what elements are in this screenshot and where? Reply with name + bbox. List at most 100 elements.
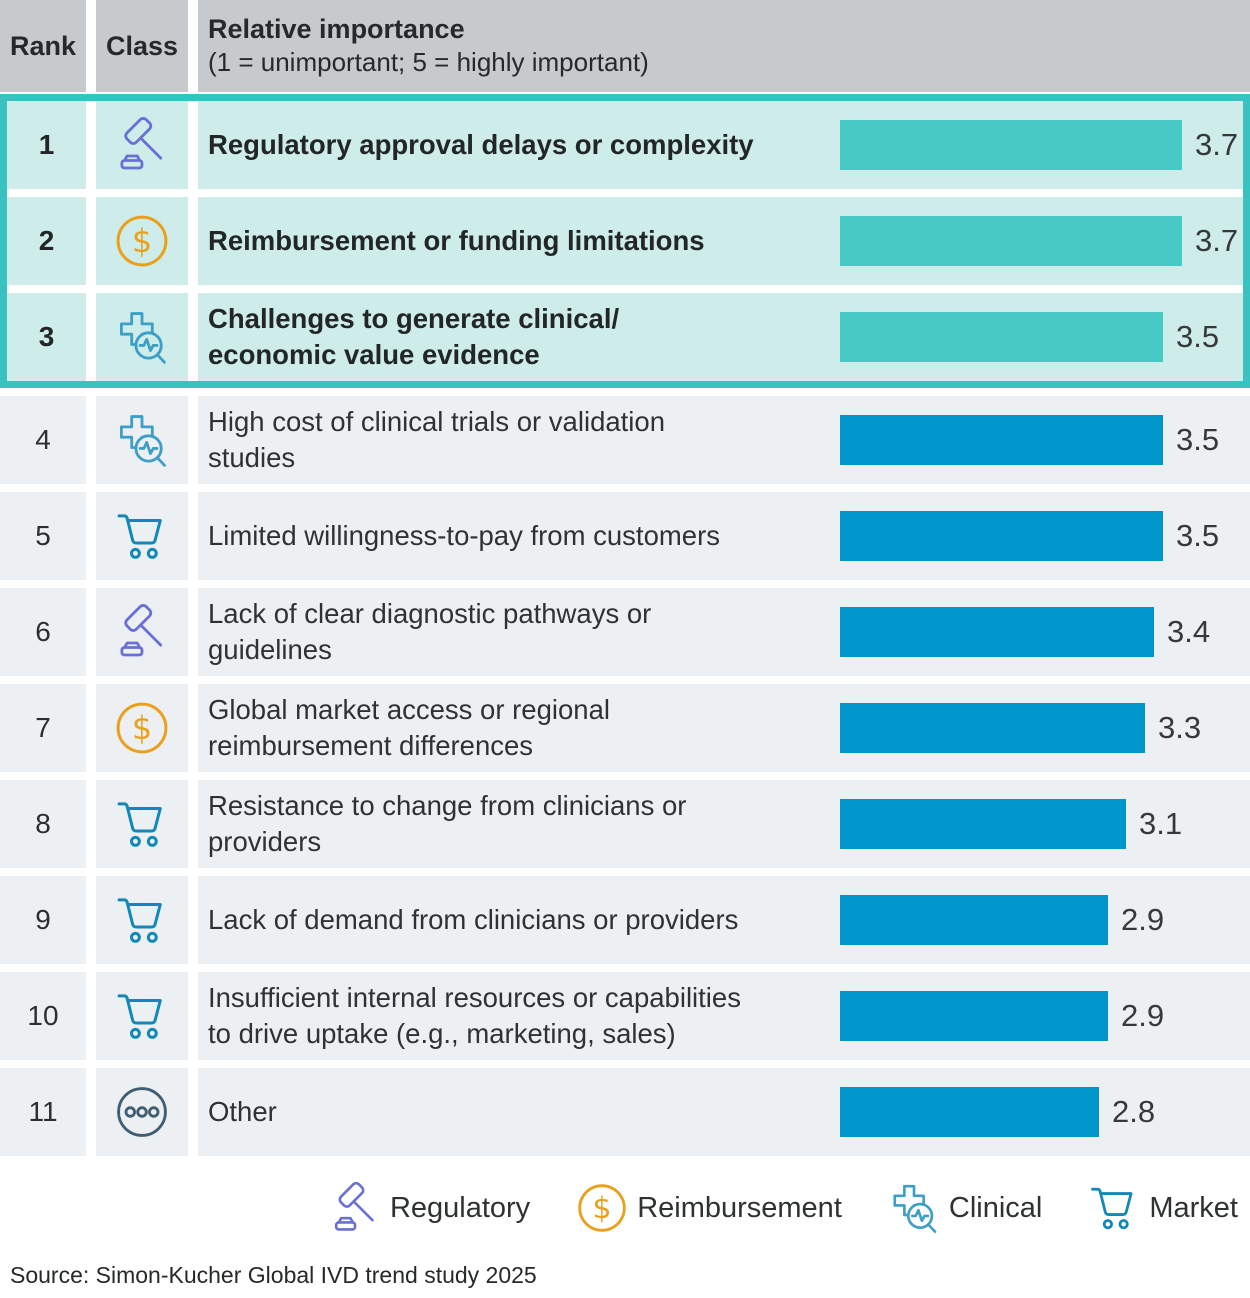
importance-bar bbox=[840, 511, 1163, 561]
rank-cell: 2 bbox=[7, 197, 86, 285]
challenge-cell: Lack of clear diagnostic pathways or gui… bbox=[198, 588, 1250, 676]
challenge-cell: Challenges to generate clinical/ economi… bbox=[198, 293, 1243, 381]
shopping-cart-icon bbox=[1091, 1187, 1133, 1230]
table-row: 2 $ Reimbursement or funding limitations… bbox=[7, 197, 1243, 285]
rank-cell: 10 bbox=[0, 972, 86, 1060]
challenge-label: High cost of clinical trials or validati… bbox=[208, 405, 665, 473]
remaining-rows: 4 High cost of clinical trials or valida… bbox=[0, 396, 1250, 1156]
class-cell bbox=[96, 293, 188, 381]
class-cell: $ bbox=[96, 684, 188, 772]
rank-cell: 9 bbox=[0, 876, 86, 964]
rank-cell: 8 bbox=[0, 780, 86, 868]
importance-bar bbox=[840, 415, 1163, 465]
shopping-cart-icon bbox=[117, 802, 162, 847]
importance-bar bbox=[840, 312, 1163, 362]
challenge-label: Other bbox=[208, 1095, 277, 1127]
challenge-cell: Reimbursement or funding limitations 3.7 bbox=[198, 197, 1243, 285]
rank-column-header: Rank bbox=[0, 0, 86, 92]
table-header: Rank Class Relative importance (1 = unim… bbox=[0, 0, 1250, 92]
importance-value: 2.9 bbox=[1121, 902, 1165, 937]
shopping-cart-icon bbox=[117, 514, 162, 559]
table-row: 7 $ Global market access or regional rei… bbox=[0, 684, 1250, 772]
class-column-header: Class bbox=[96, 0, 188, 92]
shopping-cart-icon bbox=[117, 898, 162, 943]
top3-highlight-frame: 1 Regulatory approval delays or complexi… bbox=[0, 94, 1250, 388]
dollar-circle-icon: $ bbox=[116, 215, 168, 267]
class-cell: $ bbox=[96, 197, 188, 285]
gavel-icon bbox=[120, 117, 163, 170]
challenge-label: Challenges to generate clinical/ economi… bbox=[208, 302, 620, 370]
challenge-label: Lack of clear diagnostic pathways or gui… bbox=[208, 597, 652, 665]
bar-area: 2.9 bbox=[840, 991, 1250, 1041]
challenge-label: Insufficient internal resources or capab… bbox=[208, 981, 741, 1049]
importance-bar bbox=[840, 895, 1108, 945]
bar-area: 3.7 bbox=[840, 216, 1243, 266]
challenge-cell: Resistance to change from clinicians or … bbox=[198, 780, 1250, 868]
dollar-circle-icon: $ bbox=[578, 1184, 626, 1232]
rank-cell: 7 bbox=[0, 684, 86, 772]
gavel-icon bbox=[334, 1181, 374, 1231]
legend-item-clinical: Clinical bbox=[886, 1180, 1042, 1236]
importance-bar bbox=[840, 607, 1154, 657]
challenge-cell: Global market access or regional reimbur… bbox=[198, 684, 1250, 772]
importance-bar bbox=[840, 216, 1182, 266]
legend-item-reimbursement: $ Reimbursement bbox=[574, 1180, 842, 1236]
class-cell bbox=[96, 780, 188, 868]
bar-area: 2.9 bbox=[840, 895, 1250, 945]
importance-value: 3.5 bbox=[1176, 422, 1220, 457]
importance-value: 3.7 bbox=[1195, 223, 1239, 258]
class-cell bbox=[96, 396, 188, 484]
legend-item-regulatory: Regulatory bbox=[327, 1180, 530, 1236]
gavel-icon bbox=[120, 604, 163, 657]
class-cell bbox=[96, 101, 188, 189]
legend: Regulatory $ Reimbursement Clinical Mark… bbox=[0, 1164, 1250, 1252]
challenge-label: Lack of demand from clinicians or provid… bbox=[208, 903, 739, 935]
class-cell bbox=[96, 876, 188, 964]
bar-area: 2.8 bbox=[840, 1087, 1250, 1137]
rank-cell: 5 bbox=[0, 492, 86, 580]
svg-text:$: $ bbox=[593, 1191, 612, 1226]
challenge-label: Reimbursement or funding limitations bbox=[208, 224, 705, 256]
challenge-cell: High cost of clinical trials or validati… bbox=[198, 396, 1250, 484]
challenge-cell: Insufficient internal resources or capab… bbox=[198, 972, 1250, 1060]
table-row: 5 Limited willingness-to-pay from custom… bbox=[0, 492, 1250, 580]
table-row: 4 High cost of clinical trials or valida… bbox=[0, 396, 1250, 484]
importance-value: 3.4 bbox=[1167, 614, 1211, 649]
class-cell bbox=[96, 492, 188, 580]
bar-area: 3.5 bbox=[840, 511, 1250, 561]
bar-area: 3.5 bbox=[840, 312, 1243, 362]
clinical-cross-magnifier-icon bbox=[119, 312, 166, 364]
challenge-label: Regulatory approval delays or complexity bbox=[208, 128, 754, 160]
importance-value: 3.5 bbox=[1176, 518, 1220, 553]
challenge-cell: Regulatory approval delays or complexity… bbox=[198, 101, 1243, 189]
clinical-cross-magnifier-icon bbox=[119, 415, 166, 467]
importance-bar bbox=[840, 1087, 1099, 1137]
rank-cell: 3 bbox=[7, 293, 86, 381]
table-row: 11 Other 2.8 bbox=[0, 1068, 1250, 1156]
rank-cell: 4 bbox=[0, 396, 86, 484]
importance-value: 3.1 bbox=[1139, 806, 1183, 841]
challenge-label: Resistance to change from clinicians or … bbox=[208, 789, 687, 857]
class-cell bbox=[96, 972, 188, 1060]
rank-cell: 1 bbox=[7, 101, 86, 189]
importance-bar bbox=[840, 799, 1126, 849]
table-row: 10 Insufficient internal resources or ca… bbox=[0, 972, 1250, 1060]
importance-column-header: Relative importance (1 = unimportant; 5 … bbox=[198, 0, 1250, 92]
table-row: 1 Regulatory approval delays or complexi… bbox=[7, 101, 1243, 189]
challenge-cell: Limited willingness-to-pay from customer… bbox=[198, 492, 1250, 580]
challenge-cell: Other 2.8 bbox=[198, 1068, 1250, 1156]
class-cell bbox=[96, 588, 188, 676]
svg-text:$: $ bbox=[132, 709, 152, 747]
importance-bar bbox=[840, 991, 1108, 1041]
legend-label: Market bbox=[1149, 1191, 1238, 1224]
importance-column-title: Relative importance bbox=[208, 14, 465, 44]
table-row: 8 Resistance to change from clinicians o… bbox=[0, 780, 1250, 868]
bar-area: 3.3 bbox=[840, 703, 1250, 753]
legend-item-market: Market bbox=[1086, 1180, 1238, 1236]
legend-label: Clinical bbox=[948, 1191, 1043, 1224]
dollar-circle-icon: $ bbox=[116, 702, 168, 754]
ellipsis-circle-icon bbox=[117, 1087, 167, 1137]
importance-value: 2.8 bbox=[1112, 1094, 1156, 1129]
clinical-cross-magnifier-icon bbox=[893, 1184, 937, 1233]
